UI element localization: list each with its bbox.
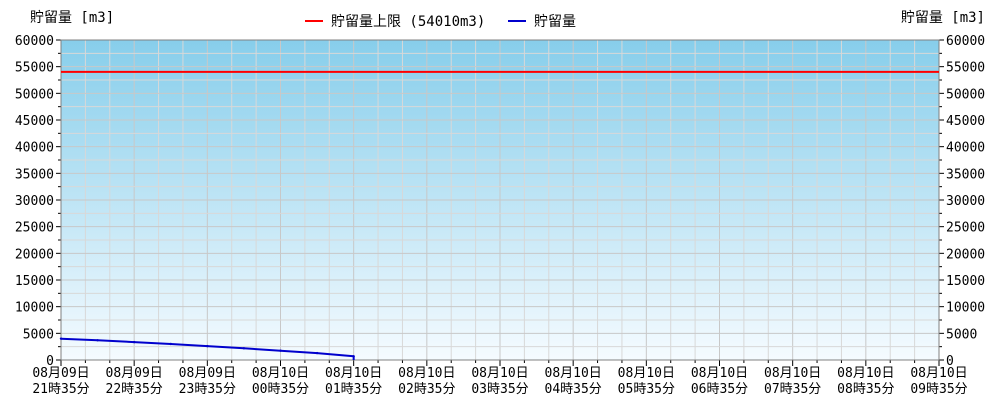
x-tick-label-date: 08月10日	[325, 366, 382, 381]
series-point-storage	[132, 340, 136, 344]
y-tick-label-left: 30000	[15, 194, 54, 209]
x-tick-label-date: 08月10日	[398, 366, 455, 381]
x-tick-label-date: 08月10日	[764, 366, 821, 381]
y-tick-label-right: 60000	[946, 34, 985, 49]
x-tick-label-time: 04時35分	[545, 382, 602, 397]
x-tick-label-date: 08月10日	[252, 366, 309, 381]
y-axis-right-title: 貯留量 [m3]	[901, 10, 985, 26]
x-tick-label-date: 08月09日	[179, 366, 236, 381]
series-point-storage	[279, 349, 282, 352]
series-point-storage	[206, 344, 209, 348]
series-layer	[59, 70, 939, 360]
legend-label-storage: 貯留量	[534, 14, 576, 30]
y-tick-label-right: 10000	[946, 301, 985, 316]
x-tick-label-time: 23時35分	[179, 382, 236, 397]
x-tick-label-time: 03時35分	[471, 382, 528, 397]
y-tick-label-left: 55000	[15, 61, 54, 76]
y-tick-label-right: 45000	[946, 114, 985, 129]
y-tick-label-left: 40000	[15, 141, 54, 156]
x-axis: 08月09日21時35分08月09日22時35分08月09日23時35分08月1…	[32, 360, 968, 397]
x-tick-label-date: 08月09日	[106, 366, 163, 381]
series-point-storage	[169, 342, 172, 346]
y-axis-right: 0 5000 10000 15000 20000 25000 30000 35000 40000…	[939, 34, 985, 369]
x-tick-label-date: 08月10日	[545, 366, 602, 381]
y-tick-label-right: 50000	[946, 87, 985, 102]
plot-border	[60, 39, 940, 361]
x-tick-label-time: 05時35分	[618, 382, 675, 397]
y-tick-label-left: 10000	[15, 301, 54, 316]
legend-label-upper-limit: 貯留量上限 (54010m3)	[331, 14, 485, 30]
y-tick-label-right: 20000	[946, 247, 985, 262]
x-tick-label-time: 22時35分	[106, 382, 163, 397]
y-tick-label-right: 15000	[946, 274, 985, 289]
x-tick-label-time: 06時35分	[691, 382, 748, 397]
y-tick-label-left: 15000	[15, 274, 54, 289]
y-tick-label-left: 45000	[15, 114, 54, 129]
x-tick-label-date: 08月10日	[837, 366, 894, 381]
legend: 貯留量上限 (54010m3) 貯留量	[305, 14, 576, 30]
series-point-storage	[242, 347, 246, 350]
y-tick-label-right: 25000	[946, 221, 985, 236]
x-tick-label-date: 08月10日	[471, 366, 528, 381]
x-tick-label-date: 08月10日	[910, 366, 967, 381]
x-tick-label-time: 02時35分	[398, 382, 455, 397]
x-tick-label-date: 08月10日	[691, 366, 748, 381]
y-tick-label-right: 5000	[946, 327, 977, 342]
y-axis-left: 0 5000 10000 15000 20000 25000 30000 35000 40000…	[15, 34, 61, 369]
series-point-storage	[59, 337, 63, 340]
x-tick-label-time: 01時35分	[325, 382, 382, 397]
y-tick-label-right: 35000	[946, 167, 985, 182]
y-tick-label-left: 25000	[15, 221, 54, 236]
y-tick-label-left: 50000	[15, 87, 54, 102]
x-tick-label-time: 00時35分	[252, 382, 309, 397]
series-point-storage	[315, 351, 319, 355]
y-tick-label-left: 20000	[15, 247, 54, 262]
y-axis-left-title: 貯留量 [m3]	[30, 10, 114, 26]
x-tick-label-time: 07時35分	[764, 382, 821, 397]
x-tick-label-time: 21時35分	[32, 382, 89, 397]
grid-lines	[61, 40, 939, 360]
x-tick-label-date: 08月10日	[618, 366, 675, 381]
y-tick-label-left: 35000	[15, 167, 54, 182]
series-point-storage	[96, 339, 99, 342]
y-tick-label-right: 55000	[946, 61, 985, 76]
y-tick-label-right: 0	[946, 354, 954, 369]
y-tick-label-left: 0	[46, 354, 54, 369]
y-tick-label-left: 5000	[23, 327, 54, 342]
y-tick-label-right: 30000	[946, 194, 985, 209]
y-tick-label-right: 40000	[946, 141, 985, 156]
x-tick-label-time: 08時35分	[837, 382, 894, 397]
x-tick-label-date: 08月09日	[32, 366, 89, 381]
x-tick-label-time: 09時35分	[910, 382, 967, 397]
y-tick-label-left: 60000	[15, 34, 54, 49]
